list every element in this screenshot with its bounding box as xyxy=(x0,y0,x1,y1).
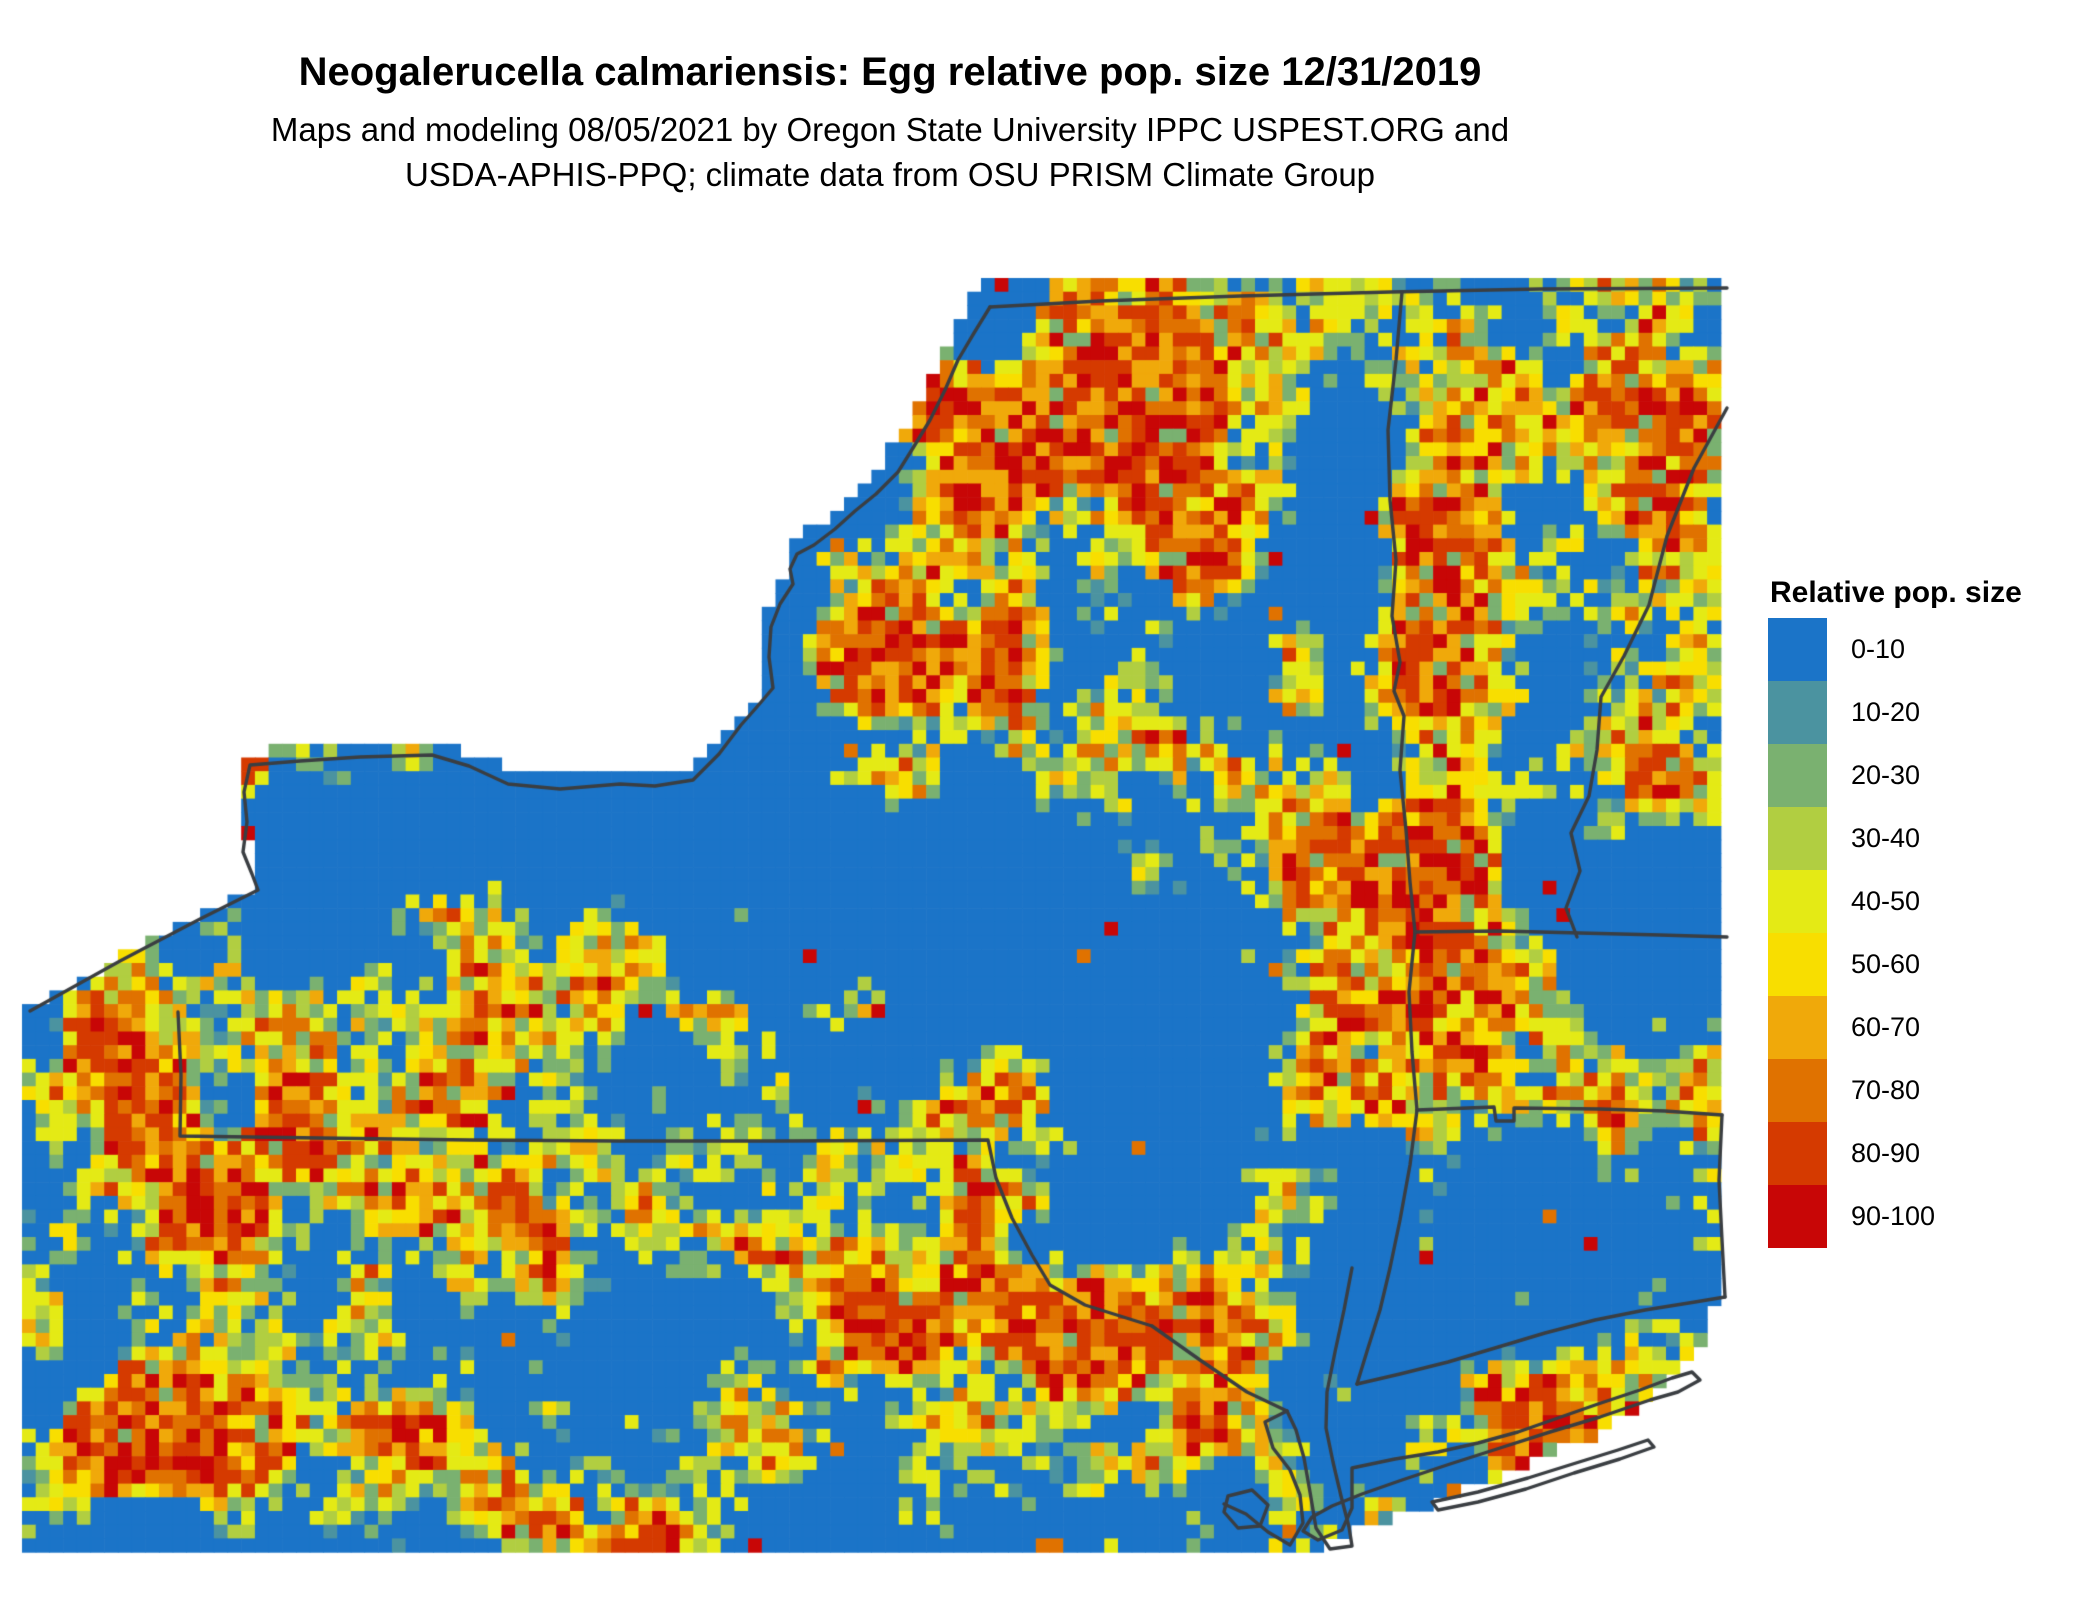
legend-swatch-30-40 xyxy=(1768,807,1827,870)
legend-item: 70-80 xyxy=(1768,1059,2098,1122)
legend-title: Relative pop. size xyxy=(1770,576,2022,609)
subtitle-line1: Maps and modeling 08/05/2021 by Oregon S… xyxy=(270,111,1510,148)
legend-item: 50-60 xyxy=(1768,933,2098,996)
page-subtitle: Maps and modeling 08/05/2021 by Oregon S… xyxy=(0,107,1780,197)
legend-item: 0-10 xyxy=(1768,618,2098,681)
legend-label: 20-30 xyxy=(1851,760,1921,790)
legend-item: 30-40 xyxy=(1768,807,2098,870)
legend-label: 70-80 xyxy=(1851,1075,1921,1105)
legend-item: 60-70 xyxy=(1768,996,2098,1059)
legend-swatch-40-50 xyxy=(1768,870,1827,933)
legend-swatch-50-60 xyxy=(1768,933,1827,996)
legend-swatch-80-90 xyxy=(1768,1122,1827,1185)
legend-scale: 0-10 10-20 20-30 30-40 40-50 50-60 xyxy=(1768,618,2098,1248)
legend-item: 10-20 xyxy=(1768,681,2098,744)
legend-swatch-70-80 xyxy=(1768,1059,1827,1122)
page-title: Neogalerucella calmariensis: Egg relativ… xyxy=(298,50,1482,94)
legend-item: 80-90 xyxy=(1768,1122,2098,1185)
legend-label: 40-50 xyxy=(1851,886,1921,916)
legend-swatch-10-20 xyxy=(1768,681,1827,744)
legend-label: 50-60 xyxy=(1851,949,1921,979)
legend-swatch-0-10 xyxy=(1768,618,1827,681)
legend-label: 10-20 xyxy=(1851,697,1921,727)
legend: Relative pop. size 0-10 10-20 20-30 30-4… xyxy=(1768,576,2098,1248)
figure-header: Neogalerucella calmariensis: Egg relativ… xyxy=(0,50,1780,197)
legend-label: 80-90 xyxy=(1851,1138,1921,1168)
legend-label: 0-10 xyxy=(1851,634,1906,664)
legend-label: 90-100 xyxy=(1851,1201,1936,1231)
legend-item: 90-100 xyxy=(1768,1185,2098,1248)
legend-label: 60-70 xyxy=(1851,1012,1921,1042)
subtitle-line2: USDA-APHIS-PPQ; climate data from OSU PR… xyxy=(404,156,1376,193)
legend-item: 40-50 xyxy=(1768,870,2098,933)
legend-swatch-90-100 xyxy=(1768,1185,1827,1248)
legend-item: 20-30 xyxy=(1768,744,2098,807)
legend-swatch-60-70 xyxy=(1768,996,1827,1059)
legend-swatch-20-30 xyxy=(1768,744,1827,807)
legend-label: 30-40 xyxy=(1851,823,1921,853)
